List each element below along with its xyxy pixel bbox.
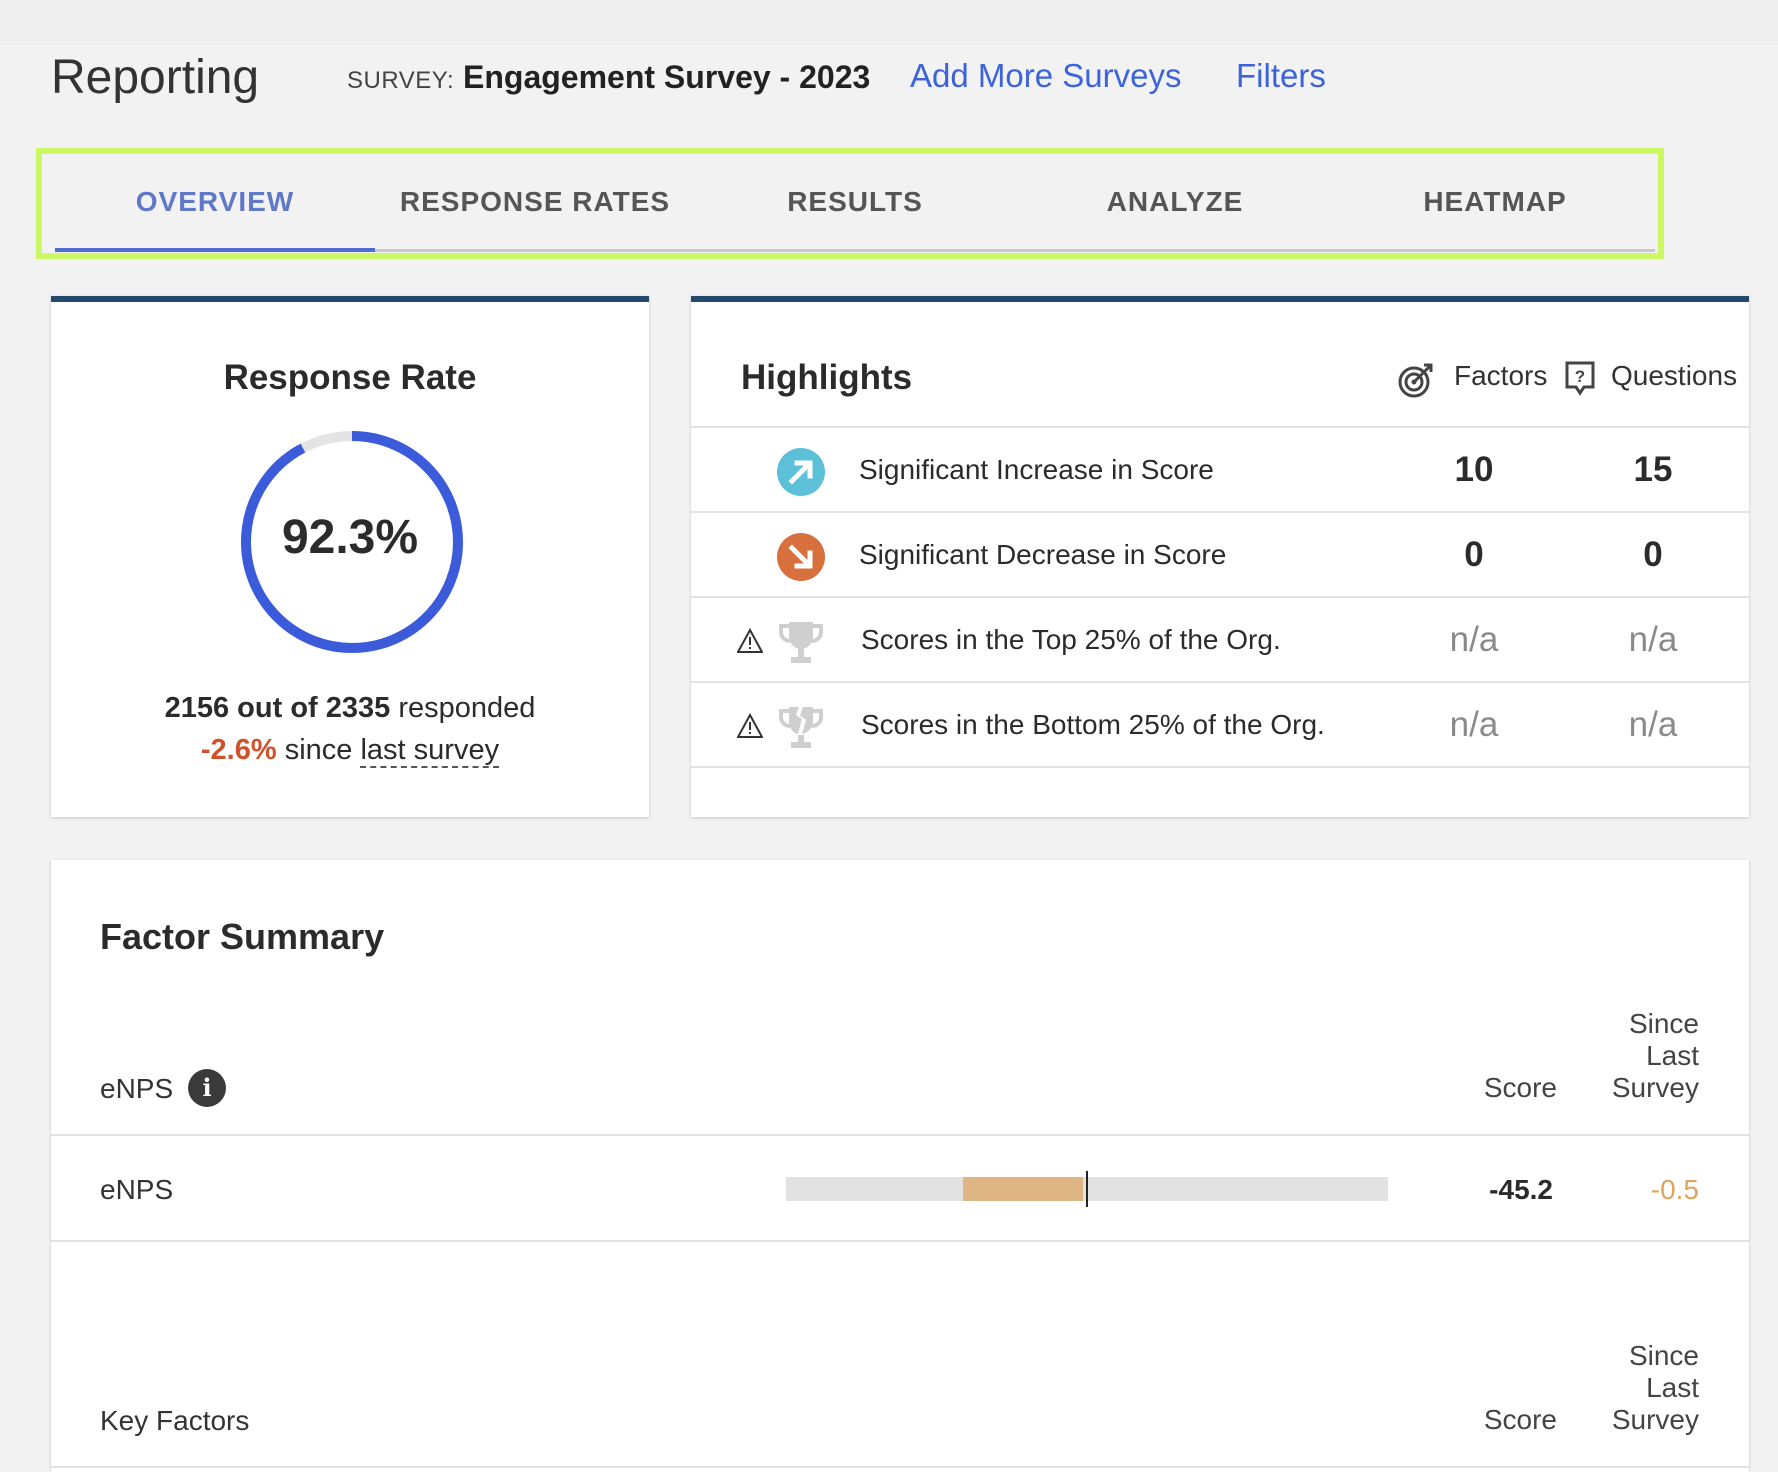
enps-section-header: eNPS (100, 1073, 174, 1104)
tab-heatmap[interactable]: HEATMAP (1423, 186, 1567, 217)
questions-label: Questions (1611, 360, 1738, 391)
enps-bar-fill (962, 1177, 1083, 1201)
highlight-row-top25[interactable]: Scores in the Top 25% of the Org. n/a n/… (691, 596, 1749, 681)
factor-summary-title: Factor Summary (100, 916, 385, 957)
info-icon[interactable]: i (188, 1069, 226, 1107)
divider (51, 1134, 1749, 1136)
enps-row-label: eNPS (100, 1174, 174, 1205)
highlight-label: Significant Increase in Score (859, 454, 1214, 485)
page-title: Reporting (51, 51, 260, 104)
response-change: -2.6% (200, 734, 277, 766)
factors-label: Factors (1454, 360, 1548, 391)
questions-count: n/a (1628, 705, 1678, 744)
response-rate-value: 92.3% (281, 511, 419, 564)
tab-bar: OVERVIEW RESPONSE RATES RESULTS ANALYZE … (55, 154, 1655, 252)
enps-zero-marker (1086, 1171, 1088, 1207)
divider (691, 766, 1749, 768)
broken-trophy-icon (779, 707, 823, 748)
factor-summary-card: Factor Summary eNPS i Score Since Last S… (51, 860, 1749, 1472)
since-header-line: Last (1646, 1372, 1699, 1403)
since-header-line: Last (1646, 1040, 1699, 1071)
since-header-line: Survey (1611, 1072, 1699, 1103)
target-icon (1398, 363, 1433, 398)
factors-count: 0 (1464, 535, 1484, 574)
divider (51, 1466, 1749, 1468)
since-text: since (276, 734, 361, 766)
highlight-row-decrease[interactable]: Significant Decrease in Score 0 0 (691, 511, 1749, 596)
responded-count: 2156 out of 2335 responded (51, 692, 649, 725)
trophy-icon (779, 622, 823, 663)
response-rate-title: Response Rate (223, 358, 477, 397)
responded-bold: 2156 out of 2335 (164, 692, 391, 724)
tab-bar-highlight: OVERVIEW RESPONSE RATES RESULTS ANALYZE … (36, 148, 1664, 259)
tab-analyze[interactable]: ANALYZE (1106, 186, 1244, 217)
page-header: Reporting SURVEY: Engagement Survey - 20… (0, 45, 1778, 125)
change-since-last: -2.6% since last survey (51, 734, 649, 768)
since-last-survey-header: Since Last Survey (1591, 1008, 1699, 1104)
questions-count: n/a (1628, 620, 1678, 659)
highlight-label: Scores in the Bottom 25% of the Org. (861, 709, 1325, 740)
tab-overview[interactable]: OVERVIEW (55, 154, 375, 252)
highlight-label: Significant Decrease in Score (859, 539, 1227, 570)
tab-results[interactable]: RESULTS (787, 186, 923, 217)
last-survey-link[interactable]: last survey (360, 734, 500, 768)
question-icon: ? (1565, 361, 1595, 396)
top-strip (0, 0, 1778, 45)
since-header-line: Survey (1611, 1404, 1699, 1435)
factors-count: n/a (1449, 705, 1499, 744)
key-factors-header: Key Factors (100, 1405, 250, 1436)
highlight-row-increase[interactable]: Significant Increase in Score 10 15 (691, 426, 1749, 511)
response-rate-ring (241, 431, 463, 653)
warning-icon (737, 628, 763, 653)
survey-label: SURVEY: (347, 67, 455, 94)
svg-text:?: ? (1575, 367, 1585, 386)
warning-icon (737, 713, 763, 738)
since-header-line: Since (1628, 1340, 1699, 1371)
factors-count: n/a (1449, 620, 1499, 659)
increase-arrow-icon (777, 448, 825, 496)
score-header: Score (1483, 1404, 1557, 1435)
highlight-row-bottom25[interactable]: Scores in the Bottom 25% of the Org. n/a… (691, 681, 1749, 766)
survey-name: Engagement Survey - 2023 (463, 59, 871, 95)
divider (51, 1240, 1749, 1242)
highlights-card: Highlights Factors ? Questions Significa… (691, 296, 1749, 817)
survey-selector[interactable]: SURVEY: Engagement Survey - 2023 (347, 59, 870, 96)
response-rate-arc (241, 431, 463, 653)
responded-tail: responded (390, 692, 536, 724)
enps-bar-track (786, 1171, 1388, 1207)
since-header-line: Since (1628, 1008, 1699, 1039)
filters-link[interactable]: Filters (1236, 57, 1326, 94)
questions-count: 15 (1633, 450, 1673, 489)
score-header: Score (1483, 1072, 1557, 1103)
tab-response-rates[interactable]: RESPONSE RATES (399, 186, 671, 217)
highlights-title: Highlights (741, 358, 913, 397)
add-more-surveys-link[interactable]: Add More Surveys (910, 57, 1182, 94)
since-last-survey-header: Since Last Survey (1591, 1340, 1699, 1436)
enps-score: -45.2 (1489, 1174, 1553, 1205)
questions-count: 0 (1643, 535, 1663, 574)
highlight-label: Scores in the Top 25% of the Org. (861, 624, 1281, 655)
response-rate-card: Response Rate 92.3% 2156 out of 2335 res… (51, 296, 649, 817)
decrease-arrow-icon (777, 533, 825, 581)
enps-delta: -0.5 (1650, 1174, 1699, 1205)
factors-count: 10 (1454, 450, 1494, 489)
